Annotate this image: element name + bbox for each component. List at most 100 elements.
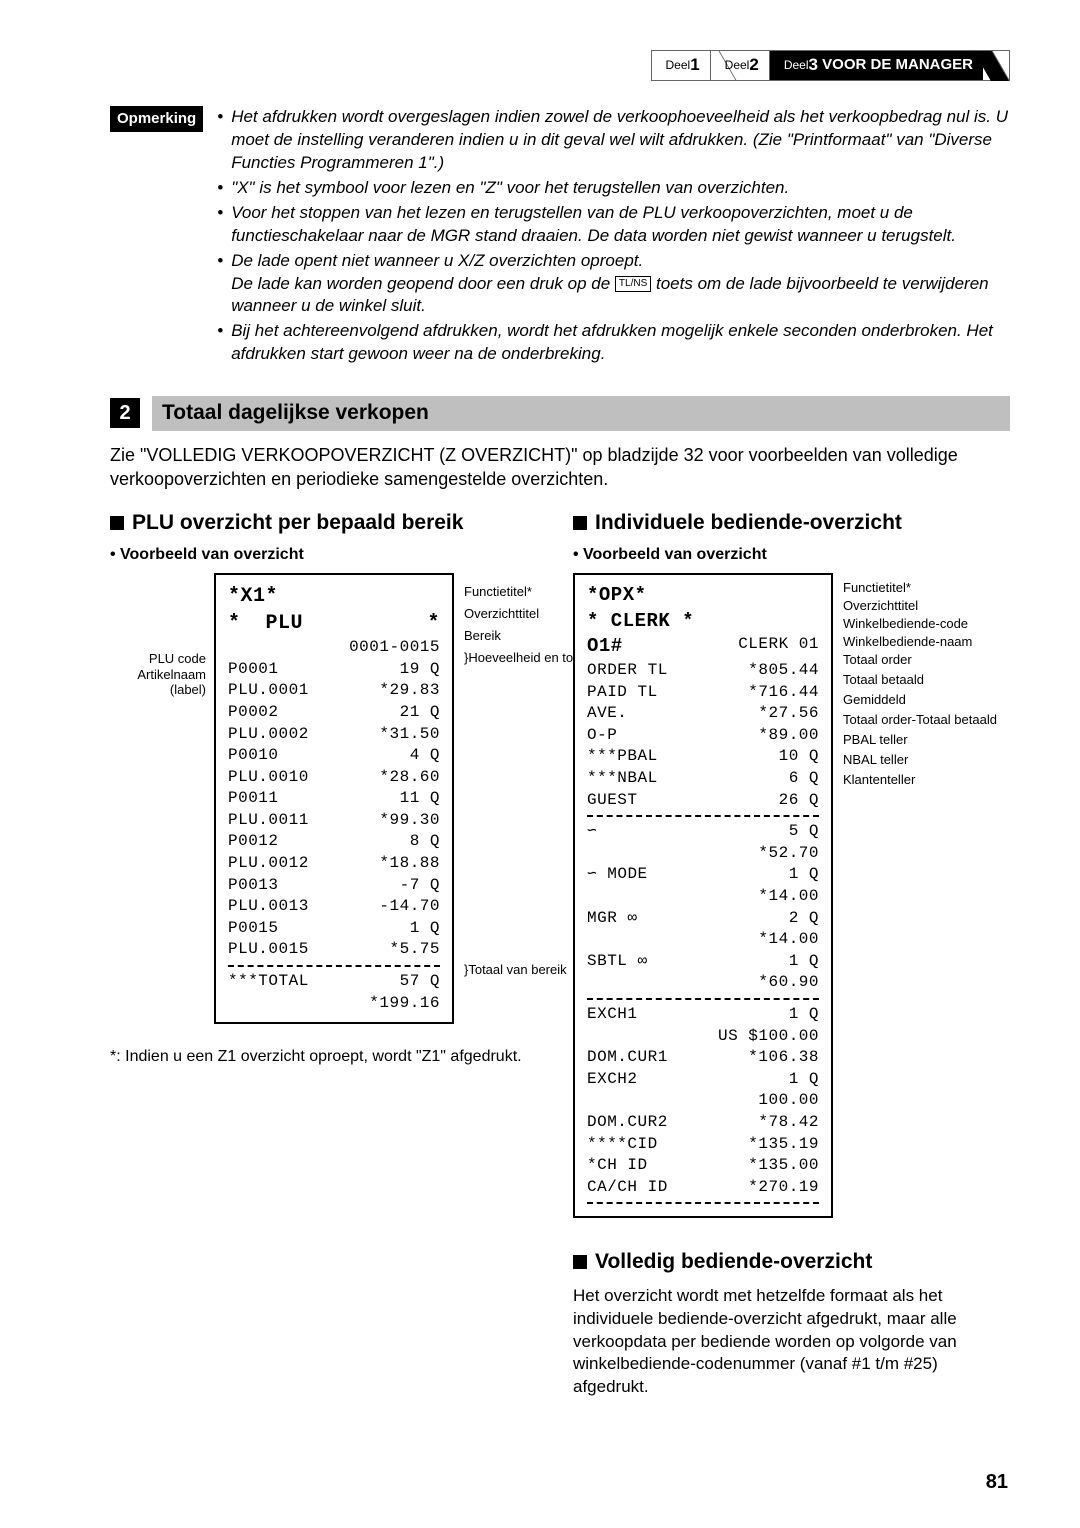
anno-plu-code: PLU code Artikelnaam (label) xyxy=(137,651,206,698)
note-item-line: De lade opent niet wanneer u X/Z overzic… xyxy=(231,251,643,270)
crumb-part3-num: 3 xyxy=(809,54,818,77)
receipt-row: *CH ID*135.00 xyxy=(587,1155,819,1177)
note-item: Voor het stoppen van het lezen en terugs… xyxy=(217,202,1010,248)
receipt-row: DOM.CUR2*78.42 xyxy=(587,1112,819,1134)
right-column: Individuele bediende-overzicht • Voorbee… xyxy=(573,509,1010,1399)
anno-text: (label) xyxy=(170,682,206,697)
crumb-part3: Deel 3 VOOR DE MANAGER xyxy=(769,50,983,81)
receipt-row: AVE.*27.56 xyxy=(587,703,819,725)
intro-text: Zie "VOLLEDIG VERKOOPOVERZICHT (Z OVERZI… xyxy=(110,443,1010,492)
receipt-row: PLU.0012*18.88 xyxy=(228,853,440,875)
receipt-row: P001111 Q xyxy=(228,788,440,810)
square-bullet-icon xyxy=(110,516,124,530)
clerk-heading-text: Individuele bediende-overzicht xyxy=(595,509,902,537)
anno-text: Totaal order xyxy=(843,651,912,669)
clerk-receipt: *OPX* * CLERK * O1#CLERK 01 ORDER TL*805… xyxy=(573,573,833,1218)
note-label: Opmerking xyxy=(110,106,203,132)
receipt-row: PAID TL*716.44 xyxy=(587,682,819,704)
anno-text: PLU code xyxy=(149,651,206,666)
receipt-row: *14.00 xyxy=(587,929,819,951)
receipt-line: O1#CLERK 01 xyxy=(587,634,819,660)
receipt-line: *OPX* xyxy=(587,583,819,609)
breadcrumb: Deel 1 Deel 2 Deel 3 VOOR DE MANAGER xyxy=(110,50,1010,81)
crumb-part3-label: Deel xyxy=(784,57,809,73)
anno-text: Bereik xyxy=(464,627,501,645)
plu-footnote: *: Indien u een Z1 overzicht oproept, wo… xyxy=(110,1046,547,1068)
crumb-part3-title: VOOR DE MANAGER xyxy=(822,55,973,75)
anno-text: Overzichttitel xyxy=(843,597,918,615)
plu-receipt-wrap: PLU code Artikelnaam (label) *X1* * PLU*… xyxy=(110,573,547,1024)
receipt-row: PLU.0013-14.70 xyxy=(228,896,440,918)
anno-text: NBAL teller xyxy=(843,751,908,769)
receipt-row: PLU.0001*29.83 xyxy=(228,680,440,702)
receipt-dash xyxy=(587,1202,819,1204)
receipt-line: * PLU* xyxy=(228,610,440,637)
receipt-line: 0001-0015 xyxy=(228,637,440,659)
crumb-part2-num: 2 xyxy=(749,54,758,77)
clerk-heading: Individuele bediende-overzicht xyxy=(573,509,1010,537)
anno-text: PBAL teller xyxy=(843,731,908,749)
note-item: Bij het achtereenvolgend afdrukken, word… xyxy=(217,320,1010,366)
receipt-row: PLU.0015*5.75 xyxy=(228,939,440,961)
receipt-row: *14.00 xyxy=(587,886,819,908)
anno-text: Totaal betaald xyxy=(843,671,924,689)
receipt-row: P000119 Q xyxy=(228,659,440,681)
receipt-dash xyxy=(587,998,819,1000)
receipt-row: ****CID*135.19 xyxy=(587,1134,819,1156)
receipt-total: ***TOTAL57 Q xyxy=(228,971,440,993)
receipt-row: P00128 Q xyxy=(228,831,440,853)
receipt-row: P0013-7 Q xyxy=(228,875,440,897)
anno-text: Winkelbediende-code xyxy=(843,615,968,633)
receipt-row: EXCH11 Q xyxy=(587,1004,819,1026)
receipt-row: GUEST26 Q xyxy=(587,790,819,812)
anno-text: Totaal van bereik xyxy=(468,962,566,977)
receipt-row: SBTL ∞1 Q xyxy=(587,951,819,973)
full-clerk-heading: Volledig bediende-overzicht xyxy=(573,1248,1010,1276)
receipt-total: *199.16 xyxy=(228,993,440,1015)
receipt-row: ORDER TL*805.44 xyxy=(587,660,819,682)
crumb-part1-label: Deel xyxy=(666,57,691,73)
full-clerk-heading-text: Volledig bediende-overzicht xyxy=(595,1248,872,1276)
clerk-anno-right: Functietitel* Overzichttitel Winkelbedie… xyxy=(833,573,1010,1218)
note-item: De lade opent niet wanneer u X/Z overzic… xyxy=(217,250,1010,319)
receipt-row: ∽ MODE1 Q xyxy=(587,864,819,886)
anno-text: Functietitel* xyxy=(464,583,532,601)
anno-text: Klantenteller xyxy=(843,771,915,789)
plu-anno-left: PLU code Artikelnaam (label) xyxy=(110,573,214,1024)
receipt-row: EXCH21 Q xyxy=(587,1069,819,1091)
plu-anno-right: Functietitel* Overzichttitel Bereik }Hoe… xyxy=(454,573,547,1024)
clerk-receipt-wrap: *OPX* * CLERK * O1#CLERK 01 ORDER TL*805… xyxy=(573,573,1010,1218)
anno-text: Gemiddeld xyxy=(843,691,906,709)
square-bullet-icon xyxy=(573,1255,587,1269)
receipt-row: PLU.0002*31.50 xyxy=(228,724,440,746)
receipt-row: 100.00 xyxy=(587,1090,819,1112)
note-item: "X" is het symbool voor lezen en "Z" voo… xyxy=(217,177,1010,200)
left-column: PLU overzicht per bepaald bereik • Voorb… xyxy=(110,509,547,1399)
anno-text: Artikelnaam xyxy=(137,667,206,682)
receipt-row: *52.70 xyxy=(587,843,819,865)
receipt-row: P00104 Q xyxy=(228,745,440,767)
anno-text: Totaal order-Totaal betaald xyxy=(843,711,997,729)
note-block: Opmerking Het afdrukken wordt overgeslag… xyxy=(110,106,1010,368)
anno-text: Functietitel* xyxy=(843,579,911,597)
plu-receipt: *X1* * PLU* 0001-0015 P000119 QPLU.0001*… xyxy=(214,573,454,1024)
anno-totaal: }Totaal van bereik xyxy=(464,961,567,979)
clerk-subhead: • Voorbeeld van overzicht xyxy=(573,544,1010,566)
receipt-row: O-P*89.00 xyxy=(587,725,819,747)
receipt-row: CA/CH ID*270.19 xyxy=(587,1177,819,1199)
tlns-key-icon: TL/NS xyxy=(615,276,651,292)
anno-text: Overzichttitel xyxy=(464,605,539,623)
crumb-part1: Deel 1 xyxy=(651,50,710,81)
receipt-row: PLU.0010*28.60 xyxy=(228,767,440,789)
receipt-row: ∽5 Q xyxy=(587,821,819,843)
page-number: 81 xyxy=(986,1469,1008,1496)
full-clerk-text: Het overzicht wordt met hetzelfde formaa… xyxy=(573,1285,1010,1400)
receipt-dash xyxy=(228,965,440,967)
crumb-part1-num: 1 xyxy=(690,54,699,77)
receipt-row: MGR ∞2 Q xyxy=(587,908,819,930)
receipt-row: P00151 Q xyxy=(228,918,440,940)
receipt-row: PLU.0011*99.30 xyxy=(228,810,440,832)
note-body: Het afdrukken wordt overgeslagen indien … xyxy=(217,106,1010,368)
plu-subhead: • Voorbeeld van overzicht xyxy=(110,544,547,566)
receipt-row: *60.90 xyxy=(587,972,819,994)
